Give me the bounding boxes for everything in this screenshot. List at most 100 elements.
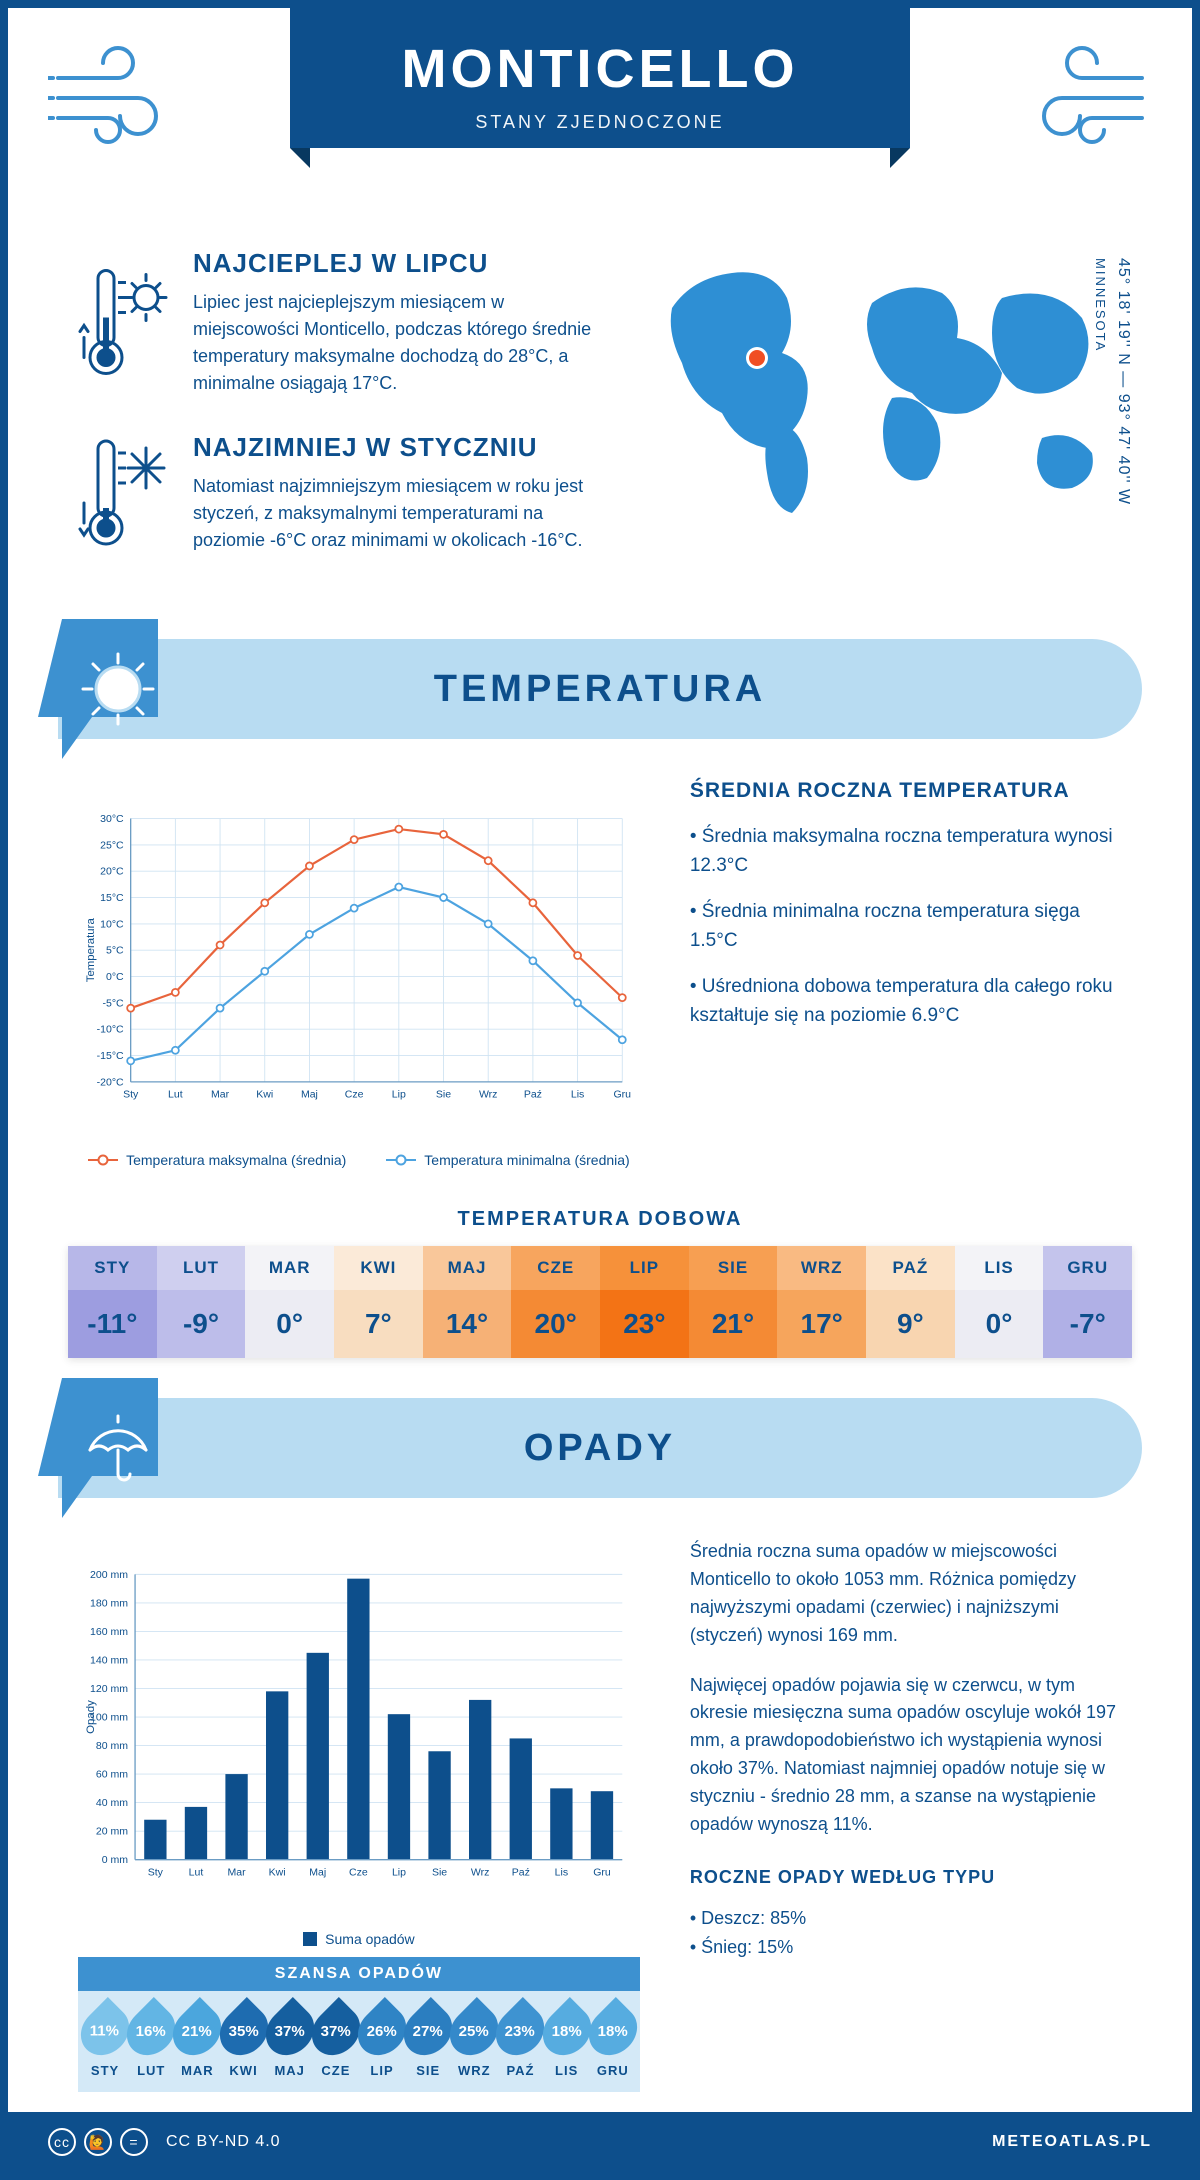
legend-max: Temperatura maksymalna (średnia) (88, 1152, 346, 1168)
daily-cell: MAJ14° (423, 1246, 512, 1358)
wind-icon (1022, 38, 1152, 148)
svg-text:Paź: Paź (524, 1089, 542, 1101)
daily-temp-heading: TEMPERATURA DOBOWA (8, 1208, 1192, 1231)
daily-temp-table: STY-11°LUT-9°MAR0°KWI7°MAJ14°CZE20°LIP23… (68, 1246, 1132, 1358)
hottest-desc: Lipiec jest najcieplejszym miesiącem w m… (193, 289, 592, 397)
precip-row: 0 mm20 mm40 mm60 mm80 mm100 mm120 mm140 … (8, 1498, 1192, 2112)
chance-cell: 26%LIP (359, 2005, 405, 2078)
header: MONTICELLO STANY ZJEDNOCZONE (8, 8, 1192, 208)
license-block: cc 🙋 = CC BY-ND 4.0 (48, 2128, 281, 2156)
intro-row: NAJCIEPLEJ W LIPCU Lipiec jest najcieple… (8, 208, 1192, 619)
chance-table: SZANSA OPADÓW 11%STY16%LUT21%MAR35%KWI37… (78, 1957, 640, 2092)
chance-cell: 11%STY (82, 2005, 128, 2078)
daily-cell: CZE20° (511, 1246, 600, 1358)
svg-text:Opady: Opady (85, 1700, 97, 1734)
temperature-row: -20°C-15°C-10°C-5°C0°C5°C10°C15°C20°C25°… (8, 739, 1192, 1188)
temp-bullet: • Średnia maksymalna roczna temperatura … (690, 823, 1122, 880)
temperature-banner: TEMPERATURA (58, 639, 1142, 739)
license-text: CC BY-ND 4.0 (166, 2133, 281, 2151)
daily-cell: LIP23° (600, 1246, 689, 1358)
svg-text:180 mm: 180 mm (90, 1597, 128, 1609)
nd-icon: = (120, 2128, 148, 2156)
svg-text:10°C: 10°C (100, 918, 124, 930)
page-wrapper: MONTICELLO STANY ZJEDNOCZONE (0, 0, 1200, 2180)
title-banner: MONTICELLO STANY ZJEDNOCZONE (290, 8, 910, 148)
svg-text:0 mm: 0 mm (102, 1854, 129, 1866)
svg-text:Mar: Mar (211, 1089, 230, 1101)
svg-text:Temperatura: Temperatura (85, 918, 97, 983)
svg-text:Lut: Lut (168, 1089, 183, 1101)
temp-bullet: • Uśredniona dobowa temperatura dla całe… (690, 973, 1122, 1030)
daily-cell: MAR0° (245, 1246, 334, 1358)
sun-icon (78, 649, 158, 729)
svg-text:120 mm: 120 mm (90, 1683, 128, 1695)
city-name: MONTICELLO (290, 38, 910, 100)
intro-text-column: NAJCIEPLEJ W LIPCU Lipiec jest najcieple… (78, 248, 592, 589)
daily-cell: STY-11° (68, 1246, 157, 1358)
temp-legend: Temperatura maksymalna (średnia) Tempera… (78, 1152, 640, 1168)
svg-text:Sty: Sty (148, 1866, 164, 1878)
by-icon: 🙋 (84, 2128, 112, 2156)
coldest-desc: Natomiast najzimniejszym miesiącem w rok… (193, 473, 592, 554)
svg-text:200 mm: 200 mm (90, 1569, 128, 1581)
cc-icon: cc (48, 2128, 76, 2156)
svg-text:-20°C: -20°C (97, 1076, 124, 1088)
wind-icon (48, 38, 178, 148)
svg-text:Sie: Sie (436, 1089, 451, 1101)
svg-text:160 mm: 160 mm (90, 1626, 128, 1638)
daily-cell: GRU-7° (1043, 1246, 1132, 1358)
chance-cell: 27%SIE (405, 2005, 451, 2078)
temp-bullet: • Średnia minimalna roczna temperatura s… (690, 898, 1122, 955)
chance-cell: 23%PAŹ (497, 2005, 543, 2078)
daily-cell: SIE21° (689, 1246, 778, 1358)
chance-cell: 16%LUT (128, 2005, 174, 2078)
world-map-icon (642, 248, 1122, 528)
svg-text:Gru: Gru (593, 1866, 611, 1878)
svg-text:60 mm: 60 mm (96, 1769, 128, 1781)
svg-text:Paź: Paź (512, 1866, 530, 1878)
legend-min: Temperatura minimalna (średnia) (386, 1152, 629, 1168)
chance-cell: 35%KWI (220, 2005, 266, 2078)
svg-text:80 mm: 80 mm (96, 1740, 128, 1752)
svg-text:Cze: Cze (349, 1866, 368, 1878)
site-name: METEOATLAS.PL (992, 2133, 1152, 2151)
map-column: MINNESOTA 45° 18' 19'' N — 93° 47' 40'' … (642, 248, 1122, 589)
hottest-block: NAJCIEPLEJ W LIPCU Lipiec jest najcieple… (78, 248, 592, 397)
svg-text:25°C: 25°C (100, 839, 124, 851)
svg-text:-5°C: -5°C (102, 997, 124, 1009)
svg-text:5°C: 5°C (106, 945, 124, 957)
coldest-title: NAJZIMNIEJ W STYCZNIU (193, 432, 592, 463)
svg-text:Kwi: Kwi (269, 1866, 286, 1878)
svg-text:Lis: Lis (555, 1866, 568, 1878)
chance-cell: 37%CZE (313, 2005, 359, 2078)
svg-text:0°C: 0°C (106, 971, 124, 983)
precip-title: OPADY (524, 1427, 676, 1470)
svg-text:40 mm: 40 mm (96, 1797, 128, 1809)
svg-text:Sty: Sty (123, 1089, 139, 1101)
svg-text:30°C: 30°C (100, 813, 124, 825)
svg-text:Lut: Lut (189, 1866, 204, 1878)
hottest-title: NAJCIEPLEJ W LIPCU (193, 248, 592, 279)
chance-cell: 37%MAJ (267, 2005, 313, 2078)
precip-chart-box: 0 mm20 mm40 mm60 mm80 mm100 mm120 mm140 … (78, 1538, 640, 2092)
chance-cell: 18%GRU (590, 2005, 636, 2078)
precip-legend: Suma opadów (78, 1931, 640, 1947)
coldest-block: NAJZIMNIEJ W STYCZNIU Natomiast najzimni… (78, 432, 592, 554)
thermometer-cold-icon (78, 432, 168, 554)
svg-text:Maj: Maj (301, 1089, 318, 1101)
svg-text:20 mm: 20 mm (96, 1826, 128, 1838)
daily-cell: WRZ17° (777, 1246, 866, 1358)
svg-text:-15°C: -15°C (97, 1050, 124, 1062)
svg-text:Mar: Mar (228, 1866, 247, 1878)
legend-sum: Suma opadów (303, 1931, 415, 1947)
coldest-text: NAJZIMNIEJ W STYCZNIU Natomiast najzimni… (193, 432, 592, 554)
svg-text:Lip: Lip (392, 1089, 406, 1101)
chance-cell: 21%MAR (174, 2005, 220, 2078)
daily-cell: PAŹ9° (866, 1246, 955, 1358)
temperature-info: ŚREDNIA ROCZNA TEMPERATURA • Średnia mak… (690, 779, 1122, 1168)
precip-para1: Średnia roczna suma opadów w miejscowośc… (690, 1538, 1122, 1650)
precip-type-heading: ROCZNE OPADY WEDŁUG TYPU (690, 1864, 1122, 1892)
svg-text:15°C: 15°C (100, 892, 124, 904)
footer: cc 🙋 = CC BY-ND 4.0 METEOATLAS.PL (8, 2112, 1192, 2172)
svg-text:Wrz: Wrz (479, 1089, 498, 1101)
